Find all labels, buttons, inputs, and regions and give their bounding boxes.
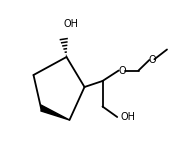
Text: OH: OH	[63, 19, 79, 29]
Polygon shape	[41, 105, 69, 120]
Text: O: O	[118, 66, 126, 75]
Text: O: O	[148, 55, 156, 65]
Text: OH: OH	[120, 112, 135, 122]
